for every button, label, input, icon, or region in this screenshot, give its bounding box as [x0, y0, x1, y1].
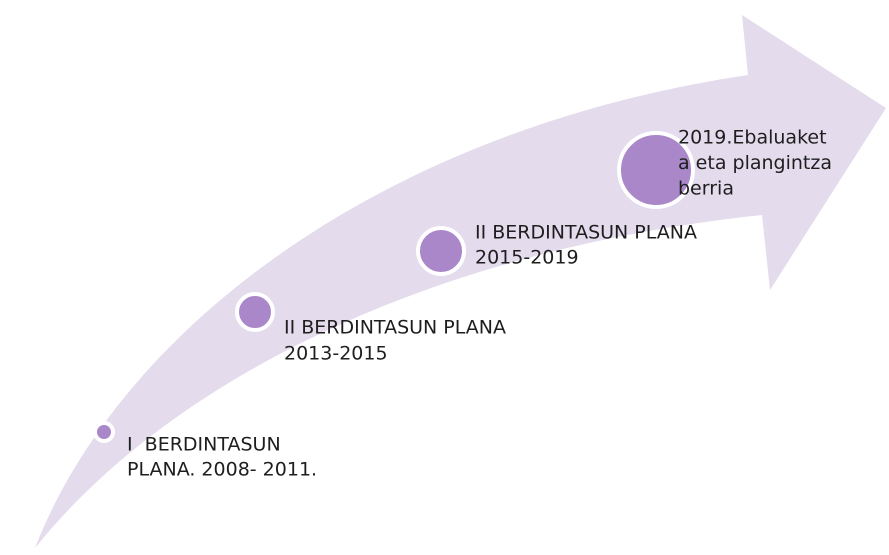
- milestone-dot: [93, 421, 115, 443]
- labels: I BERDINTASUN PLANA. 2008- 2011. II BERDIN…: [127, 127, 832, 481]
- milestone-label: 2013-2015: [284, 343, 388, 365]
- milestone-label: II BERDINTASUN PLANA: [284, 317, 506, 339]
- milestone-dot: [617, 131, 695, 209]
- milestone-label: 2015-2019: [475, 247, 579, 269]
- milestone-dot: [235, 292, 275, 332]
- milestone-label: a eta plangintza: [678, 152, 832, 174]
- milestone-label: I BERDINTASUN: [127, 434, 281, 456]
- milestone-label: PLANA. 2008- 2011.: [127, 459, 317, 481]
- milestone-dot: [416, 226, 466, 276]
- milestone-label: berria: [678, 178, 734, 200]
- milestone-label: 2019.Ebaluaket: [678, 127, 827, 149]
- milestone-label: II BERDINTASUN PLANA: [475, 222, 697, 244]
